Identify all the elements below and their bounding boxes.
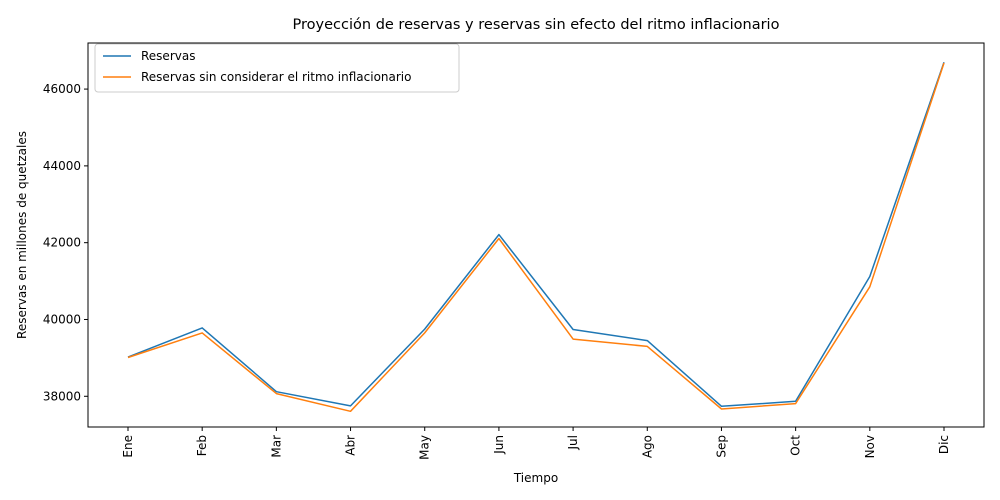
series-line-0 xyxy=(127,61,945,408)
y-tick-label-42000: 42000 xyxy=(43,236,81,250)
y-axis: 38000 40000 42000 44000 46000 xyxy=(43,82,88,403)
x-tick-label-nov: Nov xyxy=(863,435,877,458)
x-tick-label-jul: Jul xyxy=(566,435,580,450)
x-tick-label-feb: Feb xyxy=(195,435,209,456)
x-tick-label-abr: Abr xyxy=(344,435,358,456)
series-line-1 xyxy=(127,62,945,413)
x-tick-label-mar: Mar xyxy=(269,435,283,458)
legend-label-reservas: Reservas xyxy=(141,49,195,63)
plot-area xyxy=(87,42,985,428)
y-tick-label-40000: 40000 xyxy=(43,312,81,326)
x-tick-label-may: May xyxy=(418,435,432,460)
legend: Reservas Reservas sin considerar el ritm… xyxy=(94,43,460,93)
x-axis-label: Tiempo xyxy=(513,471,558,485)
x-tick-label-dic: Dic xyxy=(937,435,951,454)
series-lines xyxy=(127,61,945,413)
y-tick-label-44000: 44000 xyxy=(43,159,81,173)
x-tick-label-jun: Jun xyxy=(492,435,506,455)
y-tick-label-38000: 38000 xyxy=(43,389,81,403)
legend-label-reservas-sin-inflacion: Reservas sin considerar el ritmo inflaci… xyxy=(141,70,412,84)
legend-box xyxy=(94,43,460,93)
x-tick-label-ene: Ene xyxy=(121,435,135,458)
x-tick-label-sep: Sep xyxy=(714,435,728,458)
chart-title: Proyección de reservas y reservas sin ef… xyxy=(293,17,780,33)
x-axis: Ene Feb Mar Abr May Jun Jul Ago Sep Oct Nov Dic xyxy=(121,427,951,460)
x-tick-label-ago: Ago xyxy=(640,435,654,458)
x-tick-label-oct: Oct xyxy=(789,435,803,456)
y-tick-label-46000: 46000 xyxy=(43,82,81,96)
y-axis-label: Reservas en millones de quetzales xyxy=(15,131,29,339)
